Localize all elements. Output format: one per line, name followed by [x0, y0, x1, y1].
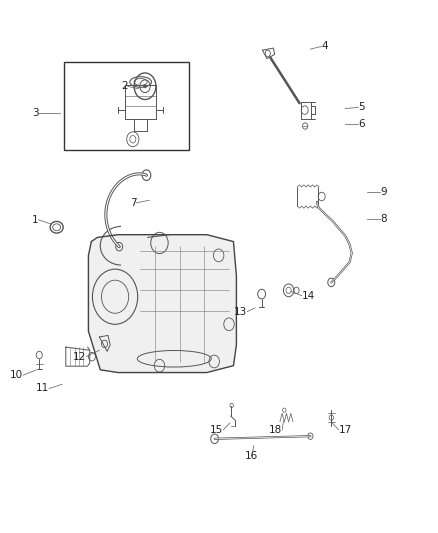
Circle shape: [144, 85, 146, 88]
Polygon shape: [88, 235, 237, 373]
Text: 11: 11: [36, 383, 49, 393]
Text: 6: 6: [358, 119, 365, 130]
Text: 4: 4: [321, 42, 328, 52]
Text: 18: 18: [269, 425, 282, 435]
Text: 1: 1: [32, 215, 39, 225]
Text: 14: 14: [302, 290, 315, 301]
Text: 2: 2: [121, 81, 127, 91]
Text: 17: 17: [339, 425, 352, 435]
Text: 5: 5: [358, 102, 365, 112]
Text: 12: 12: [73, 352, 86, 361]
Text: 13: 13: [234, 306, 247, 317]
Text: 15: 15: [210, 425, 223, 435]
Text: 3: 3: [32, 108, 39, 118]
Text: 8: 8: [380, 214, 387, 224]
Text: 10: 10: [10, 370, 23, 380]
Text: 16: 16: [245, 451, 258, 462]
Text: 7: 7: [130, 198, 136, 208]
Text: 9: 9: [380, 187, 387, 197]
